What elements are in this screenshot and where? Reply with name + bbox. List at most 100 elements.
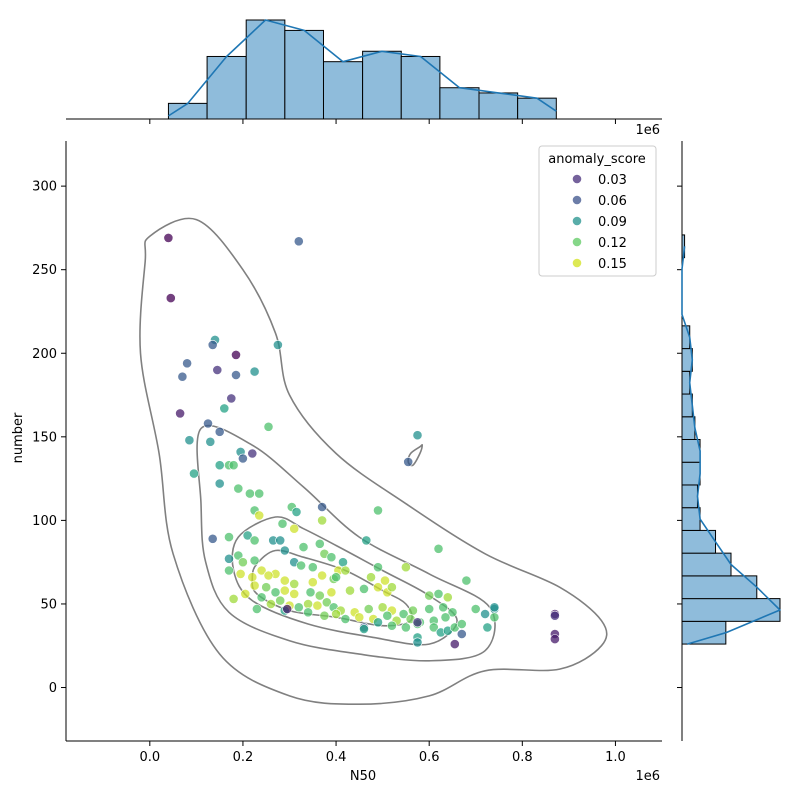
scatter-point (361, 535, 372, 546)
scatter-point (270, 587, 281, 598)
scatter-point (373, 617, 383, 628)
legend-frame (538, 145, 657, 277)
scatter-point (189, 468, 199, 479)
scatter-point (279, 545, 290, 556)
scatter-point (249, 535, 260, 546)
right-histogram-bar (681, 620, 727, 645)
scatter-point (293, 236, 304, 247)
scatter-point (412, 430, 423, 441)
y-tick-label: 0 (49, 681, 57, 696)
scatter-point (282, 604, 293, 614)
scatter-point (203, 418, 213, 429)
x-tick-label: 0.4 (326, 750, 347, 765)
top-kde-curve (168, 19, 557, 117)
top-histogram-bar (167, 102, 208, 120)
scatter-point (249, 580, 260, 591)
scatter-point (412, 617, 423, 628)
scatter-point (231, 370, 241, 380)
scatter-point (386, 582, 397, 593)
scatter-point (298, 542, 309, 552)
scatter-point (237, 453, 248, 464)
scatter-point (314, 590, 325, 601)
scatter-point (247, 448, 258, 459)
scatter-point (400, 622, 411, 633)
scatter-point (307, 577, 318, 588)
scatter-point (224, 532, 234, 542)
scatter-point (275, 595, 286, 606)
scatter-point (279, 585, 290, 596)
right-histogram-bar (681, 325, 691, 350)
kde-contour-line (231, 516, 458, 646)
scatter-point (226, 393, 237, 404)
scatter-point (305, 587, 316, 598)
scatter-point (214, 426, 225, 437)
scatter-point (256, 592, 267, 603)
scatter-point (224, 553, 234, 564)
scatter-point (251, 604, 262, 614)
right-histogram-bar (681, 575, 758, 600)
top-histogram-bar (206, 55, 247, 120)
scatter-point (319, 610, 330, 621)
scatter-point (254, 510, 265, 521)
scatter-point (359, 624, 369, 634)
scatter-point (291, 507, 302, 517)
scatter-point (424, 590, 435, 601)
scatter-points (163, 232, 560, 649)
x-tick-label: 1.0 (605, 750, 626, 765)
scatter-point (363, 604, 374, 614)
scatter-point (165, 293, 176, 303)
scatter-point (240, 589, 251, 599)
scatter-point (338, 557, 348, 568)
top-histogram-bar (478, 92, 519, 120)
legend-entry-label: 0.15 (598, 257, 627, 272)
legend-marker (572, 237, 582, 247)
scatter-point (244, 488, 255, 499)
scatter-point (247, 572, 258, 583)
scatter-point (263, 570, 274, 581)
scatter-point (231, 349, 241, 360)
scatter-point (207, 533, 218, 544)
right-histogram-bar (681, 507, 701, 531)
y-tick-label: 200 (32, 347, 57, 362)
scatter-point (373, 582, 383, 593)
scatter-point (480, 609, 490, 619)
scatter-point (442, 592, 453, 603)
scatter-point (303, 607, 313, 618)
scatter-point (275, 535, 286, 546)
top-histogram-bar (245, 19, 286, 120)
scatter-point (224, 565, 234, 576)
top-histogram-bar (362, 50, 402, 120)
kde-contour-line (139, 217, 608, 706)
scatter-point (380, 575, 390, 586)
scatter-point (228, 594, 239, 604)
scatter-point (235, 569, 246, 579)
scatter-point (326, 587, 337, 598)
scatter-point (254, 488, 265, 499)
scatter-point (482, 622, 493, 633)
scatter-point (214, 478, 225, 489)
scatter-point (433, 589, 444, 599)
scatter-point (296, 560, 306, 571)
x-offset-label: 1e6 (635, 769, 660, 784)
scatter-point (289, 579, 300, 589)
scatter-point (331, 572, 341, 583)
scatter-point (219, 403, 230, 414)
scatter-point (489, 612, 500, 623)
scatter-point (461, 575, 472, 586)
x-tick-label: 0.0 (139, 750, 160, 765)
legend-entry-label: 0.12 (598, 236, 627, 251)
scatter-point (373, 505, 383, 516)
scatter-point (163, 232, 174, 243)
right-kde-curve (681, 246, 781, 645)
scatter-point (182, 358, 192, 369)
scatter-point (277, 518, 288, 529)
legend-marker (572, 174, 582, 184)
main-axes: 0.0 0.2 0.4 0.6 0.8 1.0 0 50 100 150 200 250 300 (32, 141, 662, 765)
scatter-point (456, 629, 467, 639)
legend-marker (572, 216, 582, 226)
top-histogram-bar (400, 55, 441, 120)
scatter-point (233, 483, 244, 494)
right-histogram-bar (681, 598, 781, 622)
top-offset-label: 1e6 (635, 123, 660, 138)
scatter-point (207, 339, 218, 350)
